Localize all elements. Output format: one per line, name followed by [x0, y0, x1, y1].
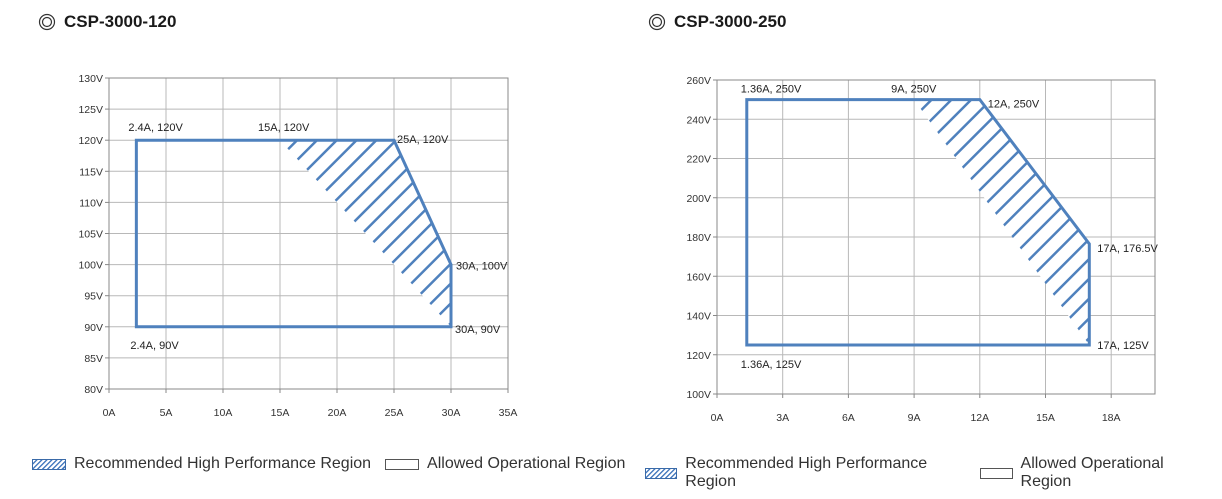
- point-annotation: 15A, 120V: [258, 122, 310, 134]
- double-circle-icon: [648, 13, 666, 31]
- plain-swatch-icon: [980, 467, 1013, 479]
- y-tick-label: 140V: [686, 311, 711, 323]
- x-tick-label: 9A: [908, 412, 921, 424]
- y-tick-label: 120V: [78, 135, 103, 147]
- legend-item-recommended: Recommended High Performance Region: [32, 455, 371, 473]
- point-annotation: 9A, 250V: [891, 84, 937, 96]
- plain-swatch-icon: [385, 458, 420, 470]
- legend-item-recommended: Recommended High Performance Region: [645, 455, 966, 491]
- y-tick-label: 90V: [84, 322, 103, 334]
- hatched-swatch-icon: [645, 467, 678, 479]
- chart-csp-3000-120: 80V 85V 90V 95V 100V 105V 110V 115V 120V 125V 130V…: [78, 73, 517, 419]
- x-tick-label: 0A: [103, 407, 116, 419]
- x-tick-label: 6A: [842, 412, 855, 424]
- plot-frame: [716, 79, 1156, 395]
- point-annotation: 1.36A, 250V: [741, 84, 802, 96]
- point-annotation: 17A, 125V: [1097, 340, 1149, 352]
- y-tick-label: 260V: [686, 75, 711, 87]
- point-annotation: 25A, 120V: [397, 134, 449, 146]
- x-tick-label: 3A: [776, 412, 789, 424]
- legend-allowed-label: Allowed Operational Region: [427, 455, 626, 472]
- x-tick-label: 18A: [1102, 412, 1121, 424]
- chart-2-title: CSP-3000-250: [648, 12, 786, 32]
- y-tick-label: 160V: [686, 271, 711, 283]
- chart-1-title: CSP-3000-120: [38, 12, 176, 32]
- x-tick-label: 5A: [160, 407, 173, 419]
- recommended-region: [914, 99, 1090, 345]
- point-annotation: 30A, 100V: [456, 261, 508, 273]
- y-tick-label: 115V: [79, 166, 103, 178]
- y-tick-label: 130V: [78, 73, 103, 85]
- legend-chart-2: Recommended High Performance Region Allo…: [645, 455, 1222, 491]
- y-tick-label: 200V: [686, 193, 711, 205]
- recommended-region: [280, 140, 451, 327]
- plot-frame: [108, 77, 509, 390]
- hatched-swatch-icon: [32, 458, 66, 470]
- x-tick-label: 30A: [442, 407, 461, 419]
- x-tick-label: 15A: [1036, 412, 1055, 424]
- y-tick-label: 220V: [686, 154, 711, 166]
- point-annotation: 2.4A, 90V: [130, 340, 179, 352]
- y-tick-label: 105V: [78, 229, 103, 241]
- y-tick-label: 85V: [84, 353, 103, 365]
- point-annotation: 30A, 90V: [455, 324, 501, 336]
- x-tick-label: 25A: [385, 407, 404, 419]
- allowed-region-outline: [134, 138, 453, 329]
- y-tick-label: 80V: [84, 384, 103, 396]
- chart-2-title-text: CSP-3000-250: [674, 12, 787, 31]
- y-tick-label: 180V: [686, 232, 711, 244]
- point-annotation: 12A, 250V: [988, 99, 1040, 111]
- legend-recommended-label: Recommended High Performance Region: [685, 455, 928, 490]
- y-tick-label: 240V: [686, 114, 711, 126]
- x-tick-label: 10A: [214, 407, 233, 419]
- x-tick-label: 35A: [499, 407, 518, 419]
- charts-canvas: 80V 85V 90V 95V 100V 105V 110V 115V 120V 125V 130V…: [78, 73, 1158, 424]
- y-tick-label: 125V: [78, 104, 103, 116]
- y-tick-label: 100V: [686, 389, 711, 401]
- point-annotation: 17A, 176.5V: [1097, 243, 1158, 255]
- x-tick-label: 12A: [970, 412, 989, 424]
- legend-item-allowed: Allowed Operational Region: [385, 455, 625, 473]
- legend-chart-1: Recommended High Performance Region Allo…: [32, 455, 639, 473]
- x-tick-label: 20A: [328, 407, 347, 419]
- allowed-region-outline: [745, 98, 1091, 347]
- legend-item-allowed: Allowed Operational Region: [980, 455, 1208, 491]
- chart-1-title-text: CSP-3000-120: [64, 12, 177, 31]
- x-tick-label: 15A: [271, 407, 290, 419]
- x-tick-label: 0A: [711, 412, 724, 424]
- y-tick-label: 120V: [686, 350, 711, 362]
- y-tick-label: 100V: [78, 260, 103, 272]
- double-circle-icon: [38, 13, 56, 31]
- y-tick-label: 95V: [84, 291, 103, 303]
- legend-allowed-label: Allowed Operational Region: [1020, 455, 1164, 490]
- point-annotation: 2.4A, 120V: [128, 122, 183, 134]
- legend-recommended-label: Recommended High Performance Region: [74, 455, 372, 472]
- y-tick-label: 110V: [79, 197, 103, 209]
- chart-csp-3000-250: 100V 120V 140V 160V 180V 200V 220V 240V 260V 0A 3A…: [686, 75, 1158, 424]
- point-annotation: 1.36A, 125V: [741, 359, 802, 371]
